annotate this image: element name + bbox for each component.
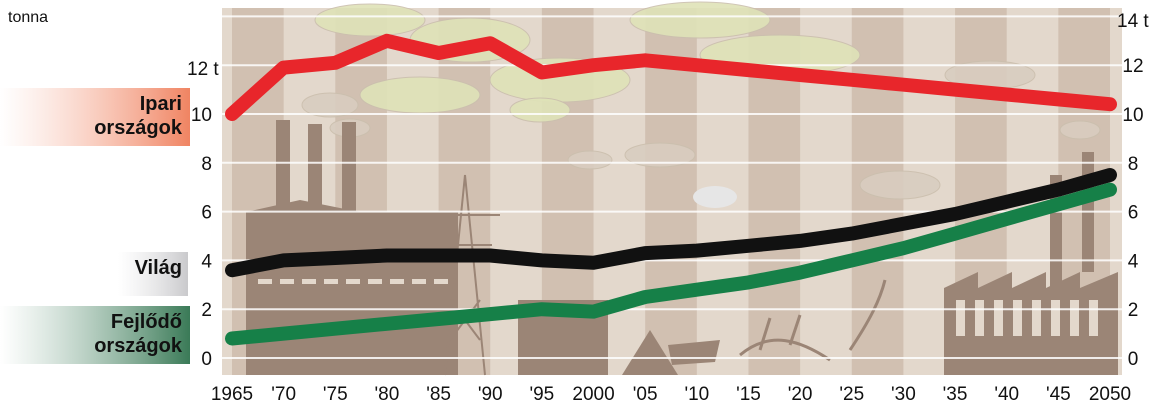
smoke-cloud-shape	[693, 186, 737, 208]
y-tick-label-left: 4	[201, 251, 212, 272]
factory-window	[1032, 300, 1041, 336]
x-tick-label: '35	[943, 384, 968, 405]
series-label-box	[0, 88, 190, 146]
y-axis-right: 0 2 4 6 8 10 12	[1122, 56, 1143, 370]
smoke-cloud-shape	[509, 97, 571, 123]
series-label-text: országok	[94, 117, 183, 139]
factory-window	[1089, 300, 1098, 336]
y-tick-label-left: 2	[201, 300, 212, 321]
factory-window	[280, 279, 294, 284]
x-tick-label: '05	[633, 384, 658, 405]
series-label-text: Ipari	[140, 93, 182, 115]
series-label-text: Fejlődő	[111, 311, 182, 333]
factory-silhouette	[944, 272, 1118, 375]
y-tick-label-right: 4	[1128, 251, 1139, 272]
smoke-cloud-shape	[314, 3, 426, 37]
smoke-cloud-shape	[859, 170, 941, 200]
dead-tree-shape	[739, 279, 887, 362]
factory-window	[324, 279, 338, 284]
series-label-box	[118, 252, 188, 296]
smoke-cloud-shape	[624, 142, 696, 168]
y-tick-label-right: 8	[1128, 154, 1139, 175]
series-line	[225, 168, 1117, 278]
series-label-text: országok	[94, 335, 183, 357]
smoke-cloud-shape	[629, 1, 771, 39]
illustration-layer	[246, 1, 1118, 376]
series-label-text: Világ	[135, 257, 182, 279]
x-tick-label: 1965	[211, 384, 253, 405]
factory-window	[368, 279, 382, 284]
series-line	[225, 182, 1117, 346]
y-tick-label-left: 6	[201, 203, 212, 224]
y-tick-label-right: 2	[1128, 300, 1139, 321]
factory-window	[412, 279, 426, 284]
factory-window	[434, 279, 448, 284]
x-tick-label: '90	[478, 384, 503, 405]
power-pylon	[430, 174, 500, 376]
y-tick-label-left: 10	[191, 105, 212, 126]
y-tick-label-left: 8	[201, 154, 212, 175]
rubble-shape	[622, 330, 678, 375]
y-tick-label-left: 0	[201, 349, 212, 370]
factory-window	[302, 279, 316, 284]
x-axis: 1965 '70 '75 '80 '85 '90 '95 2000 '05 '10 '15 '20 '2…	[211, 384, 1131, 405]
smoke-cloud-shape	[567, 150, 613, 170]
series-label-box	[0, 306, 190, 364]
x-tick-label: '15	[736, 384, 761, 405]
x-tick-label: '25	[839, 384, 864, 405]
chimney-shape	[276, 120, 290, 216]
factory-window	[956, 300, 965, 336]
factory-window	[1051, 300, 1060, 336]
y-tick-label-right: 10	[1122, 105, 1143, 126]
x-tick-label: '40	[994, 384, 1019, 405]
y-tick-label-right: 12	[1122, 56, 1143, 77]
x-tick-label: '10	[684, 384, 709, 405]
series-lines	[225, 33, 1117, 346]
x-tick-label: '80	[375, 384, 400, 405]
y-axis-left: 0 2 4 6 8 10	[191, 105, 213, 370]
x-tick-label: '20	[788, 384, 813, 405]
x-tick-label: '45	[1046, 384, 1071, 405]
factory-window	[346, 279, 360, 284]
x-tick-label: 2050	[1089, 384, 1131, 405]
y-tick-label-right: 0	[1128, 349, 1139, 370]
factory-window	[258, 279, 272, 284]
y-axis-right-top-label: 14 t	[1117, 11, 1149, 32]
factory-window	[1013, 300, 1022, 336]
factory-window	[1070, 300, 1079, 336]
x-tick-label: 2000	[572, 384, 614, 405]
factory-window	[975, 300, 984, 336]
factory-silhouette	[246, 212, 458, 375]
y-axis-unit-label: tonna	[8, 9, 48, 26]
series-line	[225, 33, 1117, 121]
chimney-shape	[342, 122, 356, 218]
factory-roof	[246, 200, 360, 212]
smoke-cloud-shape	[1059, 120, 1101, 140]
smoke-cloud-shape	[359, 76, 481, 114]
y-tick-label-right: 6	[1128, 203, 1139, 224]
x-tick-label: '85	[426, 384, 451, 405]
chimney-shape	[308, 124, 322, 220]
y-axis-left-top-label: 12 t	[187, 59, 219, 80]
x-tick-label: '75	[323, 384, 348, 405]
x-tick-label: '70	[271, 384, 296, 405]
factory-window	[994, 300, 1003, 336]
factory-window	[390, 279, 404, 284]
x-tick-label: '30	[891, 384, 916, 405]
smoke-cloud-shape	[301, 92, 359, 118]
x-tick-label: '95	[529, 384, 554, 405]
